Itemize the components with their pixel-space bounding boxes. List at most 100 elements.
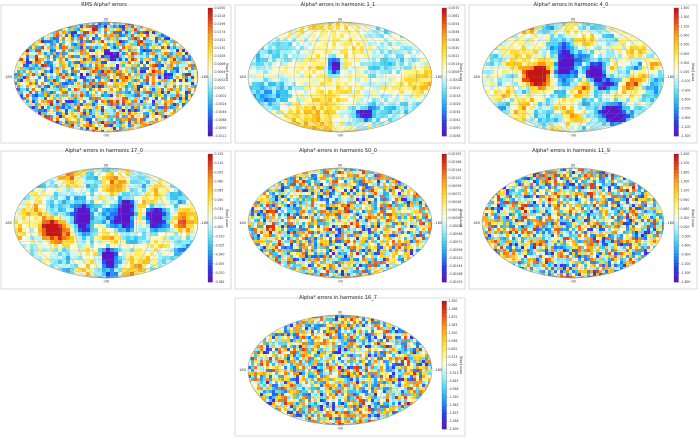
map-cell <box>260 86 265 91</box>
map-cell <box>116 127 120 131</box>
map-cell <box>494 90 499 95</box>
map-cell <box>170 43 174 47</box>
map-cell <box>388 58 393 63</box>
map-cell <box>176 85 180 89</box>
map-cell <box>59 109 63 113</box>
map-cell <box>332 62 337 67</box>
map-cell <box>122 58 126 62</box>
map-cell <box>41 49 45 53</box>
map-cell <box>104 55 108 59</box>
map-cell <box>506 102 511 107</box>
map-cell <box>388 38 393 43</box>
map-cell <box>522 58 527 63</box>
map-cell <box>131 124 135 128</box>
map-cell <box>292 38 297 43</box>
map-cell <box>280 106 285 111</box>
map-cell <box>149 76 153 80</box>
map-cell <box>586 26 591 31</box>
map-cell <box>364 126 369 131</box>
map-cell <box>558 54 563 59</box>
colorbar-segment <box>208 113 213 118</box>
map-cell <box>348 82 353 87</box>
map-cell <box>340 50 345 55</box>
map-cell <box>372 26 377 31</box>
map-cell <box>122 109 126 113</box>
map-cell <box>490 90 495 95</box>
map-cell <box>280 34 285 39</box>
map-cell <box>65 115 69 119</box>
map-cell <box>149 64 153 68</box>
map-cell <box>110 67 114 71</box>
map-cell <box>98 106 102 110</box>
map-cell <box>272 86 277 91</box>
map-cell <box>41 85 45 89</box>
map-cell <box>364 110 369 115</box>
map-cell <box>68 34 72 38</box>
map-cell <box>376 34 381 39</box>
map-cell <box>348 70 353 75</box>
map-cell <box>490 82 495 87</box>
map-cell <box>80 115 84 119</box>
map-cell <box>392 94 397 99</box>
map-cell <box>404 74 409 79</box>
map-cell <box>340 130 345 132</box>
map-cell <box>602 62 607 67</box>
map-cell <box>514 82 519 87</box>
map-cell <box>17 67 21 71</box>
map-cell <box>50 49 54 53</box>
map-cell <box>53 61 57 65</box>
map-cell <box>646 86 651 91</box>
map-cell <box>80 118 84 122</box>
map-cell <box>482 74 487 79</box>
map-cell <box>550 70 555 75</box>
map-cell <box>56 64 60 68</box>
map-cell <box>408 58 413 63</box>
map-cell <box>80 73 84 77</box>
map-cell <box>83 34 87 38</box>
map-cell <box>622 90 627 95</box>
map-cell <box>256 94 261 99</box>
map-cell <box>68 121 72 125</box>
map-cell <box>122 100 126 104</box>
map-cell <box>107 130 111 132</box>
map-cell <box>578 110 583 115</box>
map-cell <box>62 52 66 56</box>
map-cell <box>35 55 39 59</box>
map-cell <box>300 62 305 67</box>
map-cell <box>44 64 48 68</box>
map-cell <box>140 124 144 128</box>
map-cell <box>77 73 81 77</box>
map-cell <box>316 50 321 55</box>
map-cell <box>143 67 147 71</box>
map-cell <box>506 50 511 55</box>
map-cell <box>288 90 293 95</box>
map-cell <box>68 118 72 122</box>
map-cell <box>634 62 639 67</box>
map-cell <box>566 62 571 67</box>
colorbar-tick-label: 0.0020 <box>215 86 226 90</box>
map-cell <box>104 73 108 77</box>
map-cell <box>98 115 102 119</box>
map-cell <box>340 22 345 27</box>
map-cell <box>137 43 141 47</box>
map-cell <box>570 118 575 123</box>
map-cell <box>332 118 337 123</box>
map-cell <box>566 38 571 43</box>
map-cell <box>161 88 165 92</box>
map-cell <box>158 58 162 62</box>
colorbar-tick-label: 0.0006 <box>449 70 460 74</box>
map-cell <box>530 30 535 35</box>
map-cell <box>594 86 599 91</box>
map-cell <box>122 97 126 101</box>
map-cell <box>143 109 147 113</box>
map-cell <box>32 85 36 89</box>
map-cell <box>179 55 183 59</box>
map-cell <box>340 118 345 123</box>
map-cell <box>424 90 429 95</box>
map-cell <box>340 110 345 115</box>
map-cell <box>368 118 373 123</box>
map-cell <box>65 76 69 80</box>
map-cell <box>83 28 87 32</box>
map-cell <box>550 98 555 103</box>
map-cell <box>372 46 377 51</box>
